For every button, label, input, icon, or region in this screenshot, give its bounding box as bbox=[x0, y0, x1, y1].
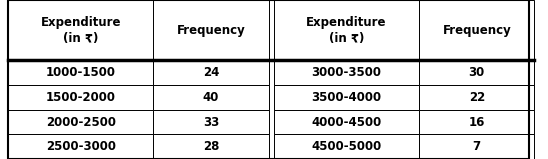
Bar bbox=[8, 85, 153, 110]
Text: 2500-3000: 2500-3000 bbox=[46, 140, 116, 153]
Bar bbox=[274, 85, 419, 110]
Text: Frequency: Frequency bbox=[442, 24, 511, 37]
Text: 28: 28 bbox=[203, 140, 219, 153]
Bar bbox=[274, 110, 419, 134]
Text: Expenditure
(in ₹): Expenditure (in ₹) bbox=[306, 16, 387, 45]
Text: 4500-5000: 4500-5000 bbox=[311, 140, 382, 153]
Bar bbox=[419, 85, 534, 110]
Text: 1500-2000: 1500-2000 bbox=[46, 91, 116, 104]
Bar bbox=[274, 0, 419, 60]
Text: 1000-1500: 1000-1500 bbox=[46, 66, 116, 79]
Text: 16: 16 bbox=[469, 116, 485, 128]
Bar bbox=[8, 60, 153, 85]
Text: 30: 30 bbox=[469, 66, 485, 79]
Bar bbox=[153, 0, 269, 60]
Text: 3000-3500: 3000-3500 bbox=[312, 66, 381, 79]
Text: Expenditure
(in ₹): Expenditure (in ₹) bbox=[41, 16, 121, 45]
Bar bbox=[153, 60, 269, 85]
Bar bbox=[8, 110, 153, 134]
Text: 3500-4000: 3500-4000 bbox=[312, 91, 381, 104]
Bar bbox=[419, 0, 534, 60]
Bar bbox=[153, 85, 269, 110]
Bar bbox=[274, 134, 419, 159]
Bar bbox=[419, 110, 534, 134]
Bar bbox=[274, 60, 419, 85]
Bar bbox=[8, 134, 153, 159]
Bar bbox=[153, 110, 269, 134]
Bar bbox=[419, 134, 534, 159]
Text: 4000-4500: 4000-4500 bbox=[311, 116, 382, 128]
Bar bbox=[8, 0, 153, 60]
Text: 33: 33 bbox=[203, 116, 219, 128]
Text: 22: 22 bbox=[469, 91, 485, 104]
Text: 2000-2500: 2000-2500 bbox=[46, 116, 116, 128]
Text: Frequency: Frequency bbox=[176, 24, 246, 37]
Text: 7: 7 bbox=[473, 140, 481, 153]
Text: 24: 24 bbox=[203, 66, 219, 79]
Bar bbox=[153, 134, 269, 159]
Text: 40: 40 bbox=[203, 91, 219, 104]
Bar bbox=[419, 60, 534, 85]
